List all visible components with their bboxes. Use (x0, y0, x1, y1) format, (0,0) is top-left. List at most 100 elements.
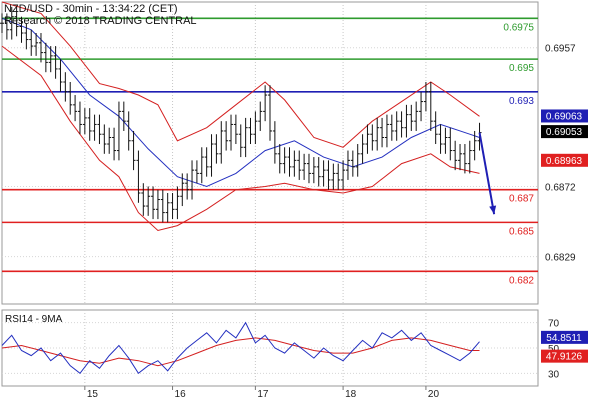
rsi-tag-label: 54.8511 (546, 333, 582, 344)
level-label: 0.685 (509, 226, 534, 237)
price-bar (29, 29, 34, 56)
price-bar (219, 121, 224, 164)
header-copyright: Research © 2018 TRADING CENTRAL (4, 15, 197, 27)
price-bar (238, 124, 243, 158)
x-tick-label: 20 (428, 389, 440, 400)
x-tick-label: 16 (175, 389, 187, 400)
rsi-tag-bg (541, 349, 588, 363)
price-tag-bg (541, 153, 588, 167)
price-bar (341, 160, 346, 190)
price-bar (160, 189, 165, 223)
price-bar (423, 81, 428, 112)
price-bar (453, 140, 458, 171)
price-bar (321, 160, 326, 187)
price-panel-frame (1, 1, 539, 305)
price-bar (428, 81, 433, 131)
price-bar (360, 134, 365, 164)
price-bar (199, 147, 204, 184)
price-bar (102, 124, 107, 154)
price-bar (399, 111, 404, 138)
price-bar (121, 101, 126, 131)
rsi-tick-label: 50 (548, 344, 560, 355)
price-bar (141, 183, 146, 216)
price-bar (326, 160, 331, 190)
price-bar (355, 144, 360, 177)
price-bar (345, 150, 350, 180)
price-bar (472, 130, 477, 161)
rsi-tick-label: 30 (548, 369, 560, 380)
bollinger-lower-line (1, 45, 480, 232)
rsi-line (1, 321, 480, 375)
price-bar (375, 117, 380, 151)
level-label: 0.687 (509, 194, 534, 205)
rsi-tag-label: 47.9126 (546, 352, 583, 363)
moving-average-line (1, 17, 480, 188)
price-bar (0, 13, 4, 34)
price-bar (389, 114, 394, 141)
price-bar (63, 72, 68, 102)
price-bar (414, 101, 419, 131)
price-bar (48, 46, 53, 73)
price-bar (170, 192, 175, 220)
price-bar (87, 108, 92, 141)
price-bar (204, 147, 209, 177)
price-bar (68, 81, 73, 115)
x-tick-label: 18 (345, 389, 357, 400)
price-bar (443, 127, 448, 154)
price-bar (185, 173, 190, 200)
x-axis: 15 16 17 18 20 (84, 386, 440, 400)
price-bar (409, 104, 414, 131)
price-bar (458, 144, 463, 171)
price-tag-bg (541, 125, 588, 139)
price-bar (253, 111, 258, 145)
header-title: NZD/USD - 30min - 13:34:22 (CET) (4, 3, 178, 15)
price-bar (365, 124, 370, 154)
price-tick-label: 0.6829 (545, 253, 576, 264)
price-tag-label: 0.69063 (546, 111, 583, 122)
price-tag-bg (541, 109, 588, 123)
price-bar (146, 186, 151, 216)
price-bar (116, 101, 121, 161)
price-bar (263, 85, 268, 122)
price-bar (165, 192, 170, 223)
price-bar (277, 144, 282, 174)
rsi-series (1, 321, 480, 375)
price-bar (419, 91, 424, 122)
price-bar (370, 124, 375, 151)
price-axis: 0.6957 0.6872 0.6829 0.69063 0.69053 0.68963 (541, 44, 588, 264)
rsi-panel-title: RSI14 - 9MA (5, 314, 63, 325)
price-bar (38, 33, 43, 63)
price-bar (448, 127, 453, 161)
price-bar (243, 117, 248, 158)
price-bar (73, 95, 78, 122)
price-bar (175, 186, 180, 220)
rsi-axis: 70 50 30 54.8511 47.9126 (541, 319, 588, 380)
price-bar (112, 127, 117, 161)
price-bar (287, 147, 292, 177)
price-bar (467, 140, 472, 174)
price-bar (107, 127, 112, 154)
price-bar (302, 153, 307, 180)
price-bar (19, 16, 24, 43)
price-bar (24, 23, 29, 50)
price-bar (292, 150, 297, 177)
price-bar (34, 33, 39, 56)
price-bar (233, 114, 238, 145)
price-bar (282, 147, 287, 174)
price-series (0, 1, 497, 232)
price-bar (331, 163, 336, 190)
rsi-tick-label: 70 (548, 319, 560, 330)
price-bar (394, 111, 399, 141)
level-label: 0.682 (509, 275, 534, 286)
price-bar (97, 114, 102, 145)
price-bar (306, 153, 311, 184)
price-bar (268, 85, 272, 141)
price-bar (350, 150, 355, 177)
price-bar (224, 121, 229, 151)
price-bar (258, 101, 263, 131)
price-bar (155, 189, 160, 220)
price-bar (53, 46, 58, 79)
price-bar (77, 101, 82, 135)
price-bar (404, 104, 409, 138)
